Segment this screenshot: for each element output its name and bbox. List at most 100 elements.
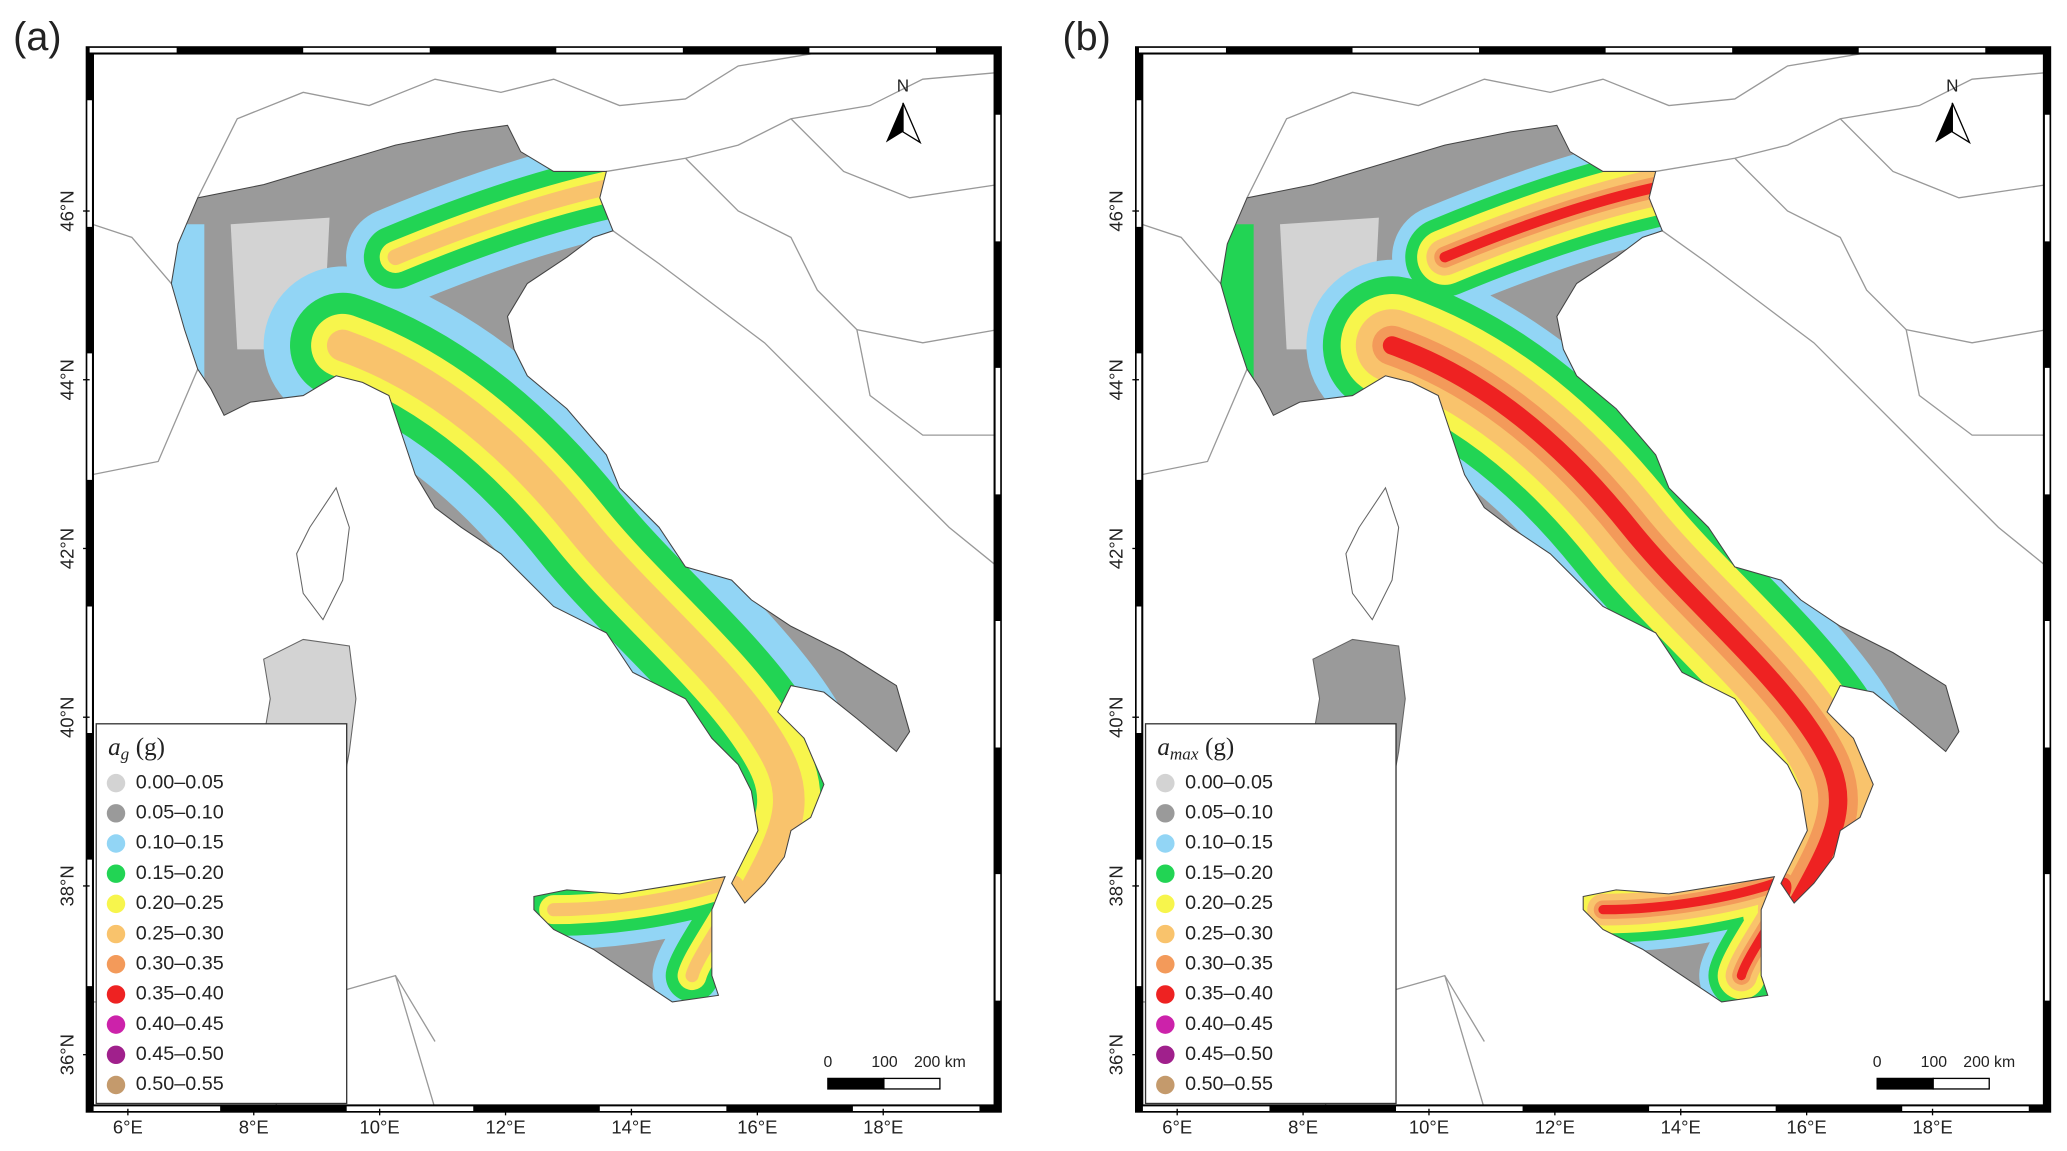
legend-label: 0.50–0.55	[136, 1073, 224, 1095]
north-arrow	[1951, 102, 1971, 145]
legend-label: 0.20–0.25	[1185, 892, 1273, 914]
legend-label: 0.10–0.15	[136, 832, 224, 854]
lon-tick-label: 12°E	[1535, 1116, 1575, 1137]
map-frame	[93, 53, 995, 1106]
scale-bar	[883, 1077, 941, 1090]
legend-symbol: a	[108, 734, 121, 761]
legend-label: 0.00–0.05	[1185, 771, 1273, 793]
lat-tick-label: 38°N	[56, 865, 77, 906]
legend-swatch	[1156, 1045, 1175, 1065]
lon-tick-label: 14°E	[611, 1116, 651, 1137]
lat-tick-label: 46°N	[1106, 190, 1127, 231]
legend-label: 0.45–0.50	[136, 1043, 224, 1065]
legend-label: 0.30–0.35	[1185, 952, 1273, 974]
legend-swatch	[106, 1045, 126, 1065]
legend-label: 0.20–0.25	[136, 892, 224, 914]
lon-tick-label: 16°E	[1787, 1116, 1827, 1137]
scale-label: 100	[871, 1054, 898, 1071]
legend-symbol: a	[1157, 734, 1170, 761]
legend-swatch	[1156, 894, 1175, 914]
legend-title: amax (g)	[1157, 734, 1234, 764]
legend-label: 0.10–0.15	[1185, 832, 1273, 854]
legend-label: 0.15–0.20	[1185, 862, 1273, 884]
lat-tick-label: 44°N	[1106, 359, 1127, 400]
lat-tick-label: 44°N	[56, 359, 77, 400]
zone	[387, 176, 628, 266]
scale-label: 0	[823, 1054, 832, 1071]
legend-subscript: max	[1170, 744, 1199, 763]
legend-swatch	[1156, 955, 1175, 974]
legend-subscript: g	[121, 744, 130, 763]
legend-swatch	[1156, 864, 1175, 883]
scale-label: 0	[1873, 1054, 1882, 1071]
legend-label: 0.25–0.30	[136, 922, 224, 944]
legend-label: 0.25–0.30	[1185, 922, 1273, 944]
legend-label: 0.15–0.20	[136, 862, 224, 884]
map-panel: (a) 6°E 8°E 10°E 12°E 14°E 16°E 18°E 36°N 38°N 40°…	[13, 15, 1002, 1137]
legend-swatch	[1156, 804, 1175, 823]
legend-label: 0.45–0.50	[1185, 1043, 1273, 1065]
legend-box	[1144, 723, 1397, 1105]
zone	[326, 329, 805, 926]
legend-swatch	[106, 1015, 126, 1034]
legend-label: 0.05–0.10	[136, 802, 224, 824]
legend-swatch	[106, 955, 126, 974]
scale-bar	[827, 1077, 885, 1090]
legend-swatch	[1156, 985, 1175, 1004]
legend-swatch	[1156, 924, 1175, 944]
legend-box	[95, 723, 348, 1105]
map-panel: (b) 6°E 8°E 10°E 12°E 14°E 16°E 18°E 36°N 38°N 40°…	[1063, 15, 2052, 1137]
zone	[1439, 179, 1675, 263]
north-label: N	[897, 76, 909, 96]
legend-swatch	[1156, 773, 1175, 793]
north-label: N	[1946, 76, 1958, 96]
map-frame	[1135, 46, 2052, 1113]
lat-tick-label: 40°N	[56, 697, 77, 738]
legend-swatch	[106, 773, 126, 793]
scale-label: 200 km	[1963, 1054, 2015, 1071]
legend-label: 0.00–0.05	[136, 771, 224, 793]
lon-tick-label: 18°E	[1912, 1116, 1952, 1137]
lon-tick-label: 6°E	[1162, 1116, 1192, 1137]
lat-tick-label: 38°N	[1106, 865, 1127, 906]
legend-swatch	[106, 924, 126, 944]
scale-label: 100	[1921, 1054, 1948, 1071]
lon-tick-label: 12°E	[485, 1116, 525, 1137]
panel-label: (b)	[1063, 15, 1111, 59]
panel-label: (a)	[13, 15, 61, 59]
legend-swatch	[106, 894, 126, 914]
legend-swatch	[1156, 834, 1175, 853]
legend-swatch	[1156, 1075, 1175, 1095]
legend-swatch	[106, 1075, 126, 1095]
legend-swatch	[106, 864, 126, 883]
legend-label: 0.35–0.40	[1185, 983, 1273, 1005]
legend-swatch	[106, 834, 126, 853]
legend-label: 0.35–0.40	[136, 983, 224, 1005]
legend-title: ag (g)	[108, 734, 165, 764]
scale-bar	[1932, 1077, 1990, 1090]
legend-swatch	[1156, 1015, 1175, 1034]
lat-tick-label: 36°N	[1106, 1034, 1127, 1075]
lat-tick-label: 36°N	[56, 1034, 77, 1075]
lon-tick-label: 10°E	[360, 1116, 400, 1137]
lon-tick-label: 8°E	[239, 1116, 269, 1137]
scale-label: 200 km	[914, 1054, 966, 1071]
legend-label: 0.30–0.35	[136, 952, 224, 974]
legend-label: 0.50–0.55	[1185, 1073, 1273, 1095]
lat-tick-label: 42°N	[1106, 528, 1127, 569]
map-frame	[1142, 53, 2044, 1106]
legend-unit: (g)	[136, 734, 165, 761]
legend-label: 0.40–0.45	[136, 1013, 224, 1035]
lat-tick-label: 40°N	[1106, 697, 1127, 738]
lon-tick-label: 14°E	[1661, 1116, 1701, 1137]
legend-label: 0.40–0.45	[1185, 1013, 1273, 1035]
lon-tick-label: 8°E	[1288, 1116, 1318, 1137]
lat-tick-label: 46°N	[56, 190, 77, 231]
north-arrow	[1935, 102, 1953, 143]
lon-tick-label: 16°E	[737, 1116, 777, 1137]
zone	[1382, 336, 1848, 919]
legend-swatch	[106, 804, 126, 823]
lon-tick-label: 18°E	[863, 1116, 903, 1137]
